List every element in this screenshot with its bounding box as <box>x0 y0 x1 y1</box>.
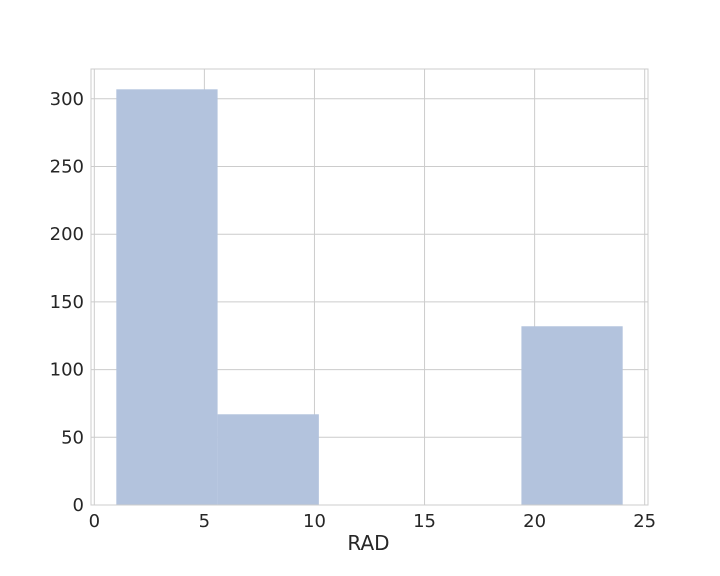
y-tick-label: 50 <box>61 427 84 448</box>
x-tick-label: 0 <box>89 511 100 532</box>
x-tick-label: 5 <box>199 511 210 532</box>
plot-frame <box>90 68 649 506</box>
histogram-bar <box>116 89 218 506</box>
y-tick-label: 300 <box>50 89 84 110</box>
histogram-bars <box>116 89 623 506</box>
x-axis-ticks: 0 5 10 15 20 25 <box>89 511 657 532</box>
x-axis-label: RAD <box>347 531 389 555</box>
y-tick-label: 100 <box>50 360 84 381</box>
x-tick-label: 25 <box>633 511 656 532</box>
y-tick-label: 250 <box>50 156 84 177</box>
x-tick-label: 15 <box>413 511 436 532</box>
y-tick-label: 0 <box>73 495 84 516</box>
x-tick-label: 10 <box>303 511 326 532</box>
y-axis-ticks: 0 50 100 150 200 250 300 <box>50 89 84 516</box>
y-tick-label: 150 <box>50 292 84 313</box>
x-tick-label: 20 <box>523 511 546 532</box>
histogram-bar <box>217 414 319 505</box>
y-tick-label: 200 <box>50 224 84 245</box>
histogram-bar <box>521 326 623 505</box>
